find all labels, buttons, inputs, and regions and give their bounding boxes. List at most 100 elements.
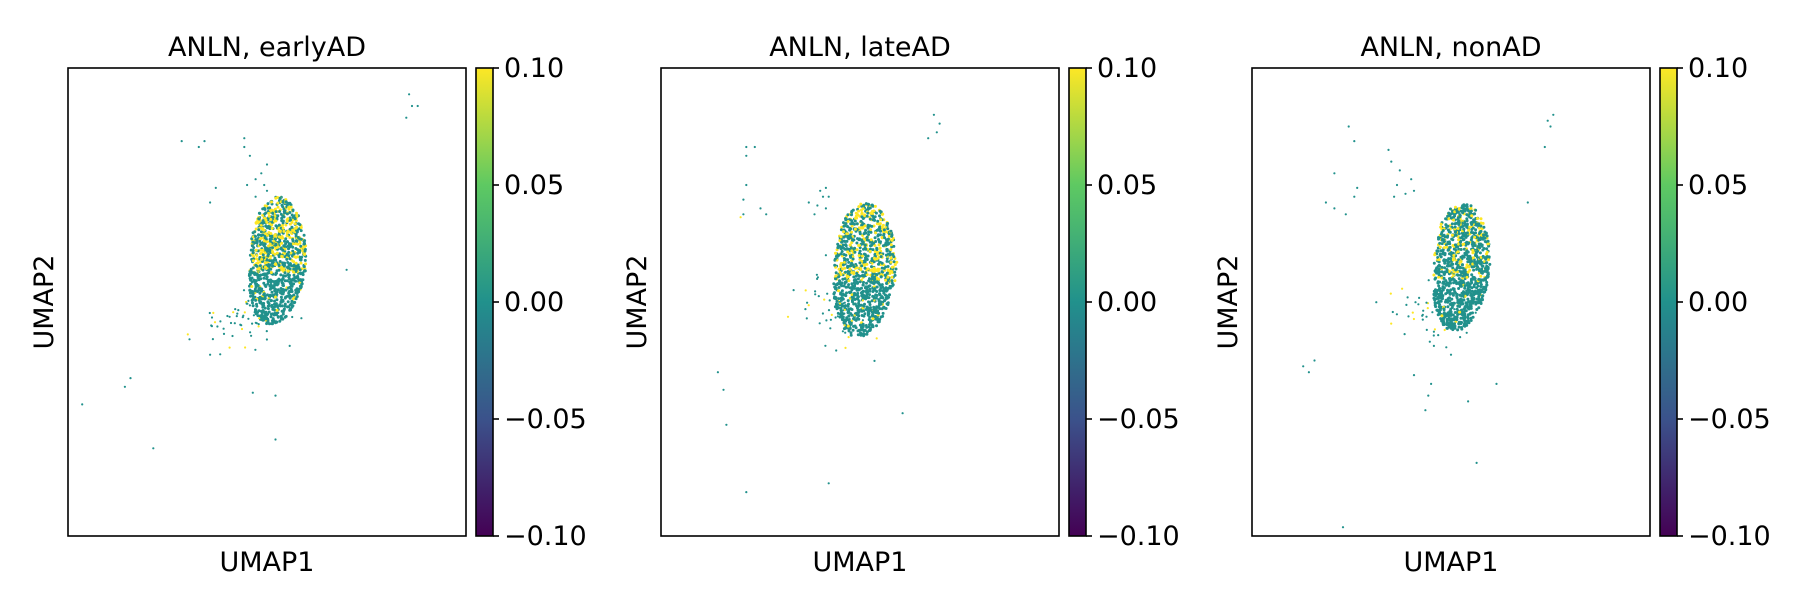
data-point xyxy=(861,323,865,327)
data-point xyxy=(1445,326,1449,330)
data-point xyxy=(261,221,265,225)
data-point xyxy=(824,186,828,189)
data-point xyxy=(886,265,890,268)
data-point xyxy=(295,214,299,218)
data-point xyxy=(1439,293,1443,296)
data-point xyxy=(299,244,303,248)
data-point xyxy=(263,294,267,298)
data-point xyxy=(858,274,862,278)
data-point xyxy=(878,222,882,226)
data-point xyxy=(1483,290,1487,294)
data-point xyxy=(846,304,850,308)
data-point xyxy=(827,309,831,312)
data-point xyxy=(274,287,277,291)
data-point xyxy=(289,302,293,306)
data-point xyxy=(1479,274,1483,278)
data-point xyxy=(1471,315,1475,319)
colorbar: 0.10 0.05 0.00 −0.05 −0.10 xyxy=(1068,53,1180,552)
data-point xyxy=(81,403,84,406)
data-point xyxy=(291,215,295,219)
data-point xyxy=(280,203,284,207)
data-point xyxy=(263,273,267,277)
data-point xyxy=(855,287,859,291)
data-point xyxy=(345,268,348,271)
data-point xyxy=(267,214,271,218)
data-point xyxy=(262,276,266,280)
data-point xyxy=(884,278,888,282)
data-point xyxy=(265,338,268,341)
data-point xyxy=(843,224,847,228)
colorbar: 0.10 0.05 0.00 −0.05 −0.10 xyxy=(475,53,587,552)
data-point xyxy=(261,248,265,252)
data-point xyxy=(854,274,858,278)
data-point xyxy=(877,240,881,244)
data-point xyxy=(1485,250,1489,254)
data-point xyxy=(295,211,298,215)
data-point xyxy=(298,241,302,245)
data-point xyxy=(1449,317,1453,321)
data-point xyxy=(1487,258,1490,262)
plot-frame xyxy=(67,67,467,537)
data-point xyxy=(844,346,847,349)
data-point xyxy=(262,228,266,232)
data-point xyxy=(281,200,285,204)
data-point xyxy=(818,322,821,325)
data-point xyxy=(274,283,277,287)
data-point xyxy=(1436,256,1440,259)
data-point xyxy=(231,334,234,338)
data-point xyxy=(1486,242,1490,246)
data-point xyxy=(745,154,748,157)
data-point xyxy=(267,211,271,215)
data-point xyxy=(288,236,292,239)
data-point xyxy=(281,261,285,265)
data-point xyxy=(265,310,268,313)
data-point xyxy=(292,252,296,256)
data-point xyxy=(256,233,260,237)
data-point xyxy=(1353,140,1356,143)
data-point xyxy=(893,270,897,274)
data-point xyxy=(245,302,248,305)
data-point xyxy=(827,482,830,485)
data-point xyxy=(268,206,272,210)
data-point xyxy=(846,266,850,269)
data-point xyxy=(289,205,293,209)
data-point xyxy=(852,238,856,242)
data-point xyxy=(1477,226,1481,230)
data-point xyxy=(264,218,268,222)
data-point xyxy=(1356,186,1359,189)
data-point xyxy=(1459,248,1463,251)
data-point xyxy=(861,297,865,300)
data-point xyxy=(835,283,839,287)
data-point xyxy=(1460,231,1464,235)
data-point xyxy=(260,297,264,301)
data-point xyxy=(834,251,837,255)
data-point xyxy=(878,289,882,293)
data-point xyxy=(1469,206,1473,210)
data-point xyxy=(864,285,868,289)
data-point xyxy=(1449,216,1453,220)
data-point xyxy=(254,263,258,267)
data-point xyxy=(813,213,816,216)
data-point xyxy=(890,234,894,238)
data-point xyxy=(857,308,861,312)
data-point xyxy=(1463,286,1467,290)
data-point xyxy=(408,93,411,96)
data-point xyxy=(1435,308,1439,312)
data-point xyxy=(848,318,851,321)
data-point xyxy=(850,224,854,228)
colorbar-tick-label: 0.10 xyxy=(504,53,564,84)
data-point xyxy=(262,239,266,243)
data-point xyxy=(885,257,889,261)
data-point xyxy=(854,214,858,218)
data-point xyxy=(1442,276,1446,280)
data-point xyxy=(850,288,854,292)
data-point xyxy=(1425,301,1428,304)
data-point xyxy=(268,287,272,291)
data-point xyxy=(1478,269,1481,273)
data-point xyxy=(1470,296,1474,300)
data-point xyxy=(846,250,850,254)
data-point xyxy=(844,222,848,225)
data-point xyxy=(1476,217,1479,220)
data-point xyxy=(273,256,277,260)
colorbar-gradient xyxy=(476,68,493,536)
